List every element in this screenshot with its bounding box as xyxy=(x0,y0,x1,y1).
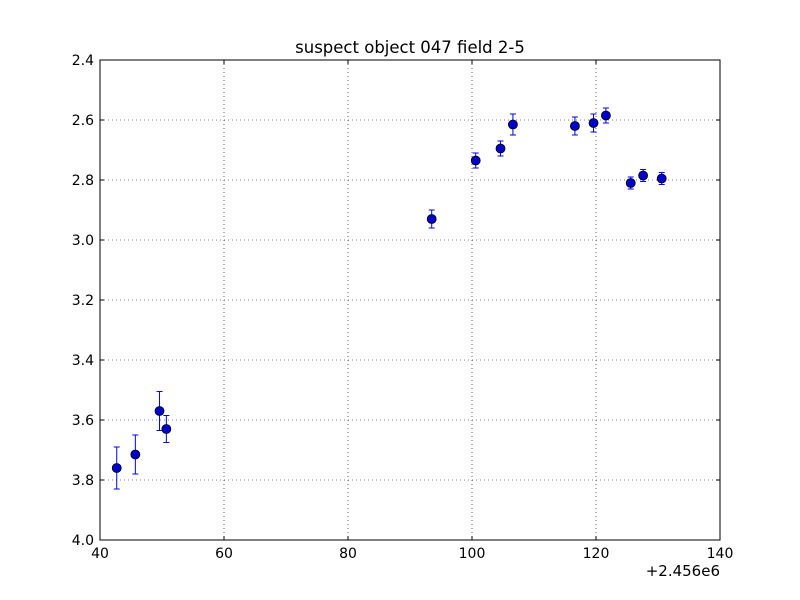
data-point xyxy=(625,178,636,188)
y-tick-label: 3.6 xyxy=(72,413,94,429)
data-point xyxy=(161,424,172,434)
y-tick-label: 2.4 xyxy=(72,53,94,69)
x-tick-label: 140 xyxy=(707,546,734,562)
data-point xyxy=(601,110,611,121)
data-point xyxy=(638,170,649,181)
y-tick-label: 3.0 xyxy=(72,233,94,249)
x-tick-label: 60 xyxy=(215,546,233,562)
chart-title: suspect object 047 field 2-5 xyxy=(295,38,525,57)
data-point xyxy=(495,143,506,154)
data-point xyxy=(656,173,667,184)
y-tick-label: 2.8 xyxy=(72,173,94,189)
x-tick-label: 80 xyxy=(339,546,357,562)
x-tick-label: 100 xyxy=(459,546,486,562)
data-point xyxy=(154,406,165,416)
data-point xyxy=(570,121,580,131)
plot-area: 40 60 80 100 120 140 2.4 2.6 2.8 3.0 3.2 3.4 3.6 3.8 4… xyxy=(72,53,734,562)
x-axis-offset-label: +2.456e6 xyxy=(646,562,720,580)
data-point xyxy=(426,214,437,224)
data-point xyxy=(508,119,518,130)
x-tick-label: 120 xyxy=(583,546,610,562)
data-point xyxy=(470,155,481,166)
y-tick-label: 2.6 xyxy=(72,113,94,129)
y-tick-label: 3.2 xyxy=(72,293,94,309)
y-tick-label: 4.0 xyxy=(72,533,94,549)
data-point xyxy=(588,118,599,128)
data-point xyxy=(111,463,122,473)
y-tick-label: 3.4 xyxy=(72,353,94,369)
data-point xyxy=(130,449,141,460)
y-tick-label: 3.8 xyxy=(72,473,94,489)
x-tick-label: 40 xyxy=(91,546,109,562)
